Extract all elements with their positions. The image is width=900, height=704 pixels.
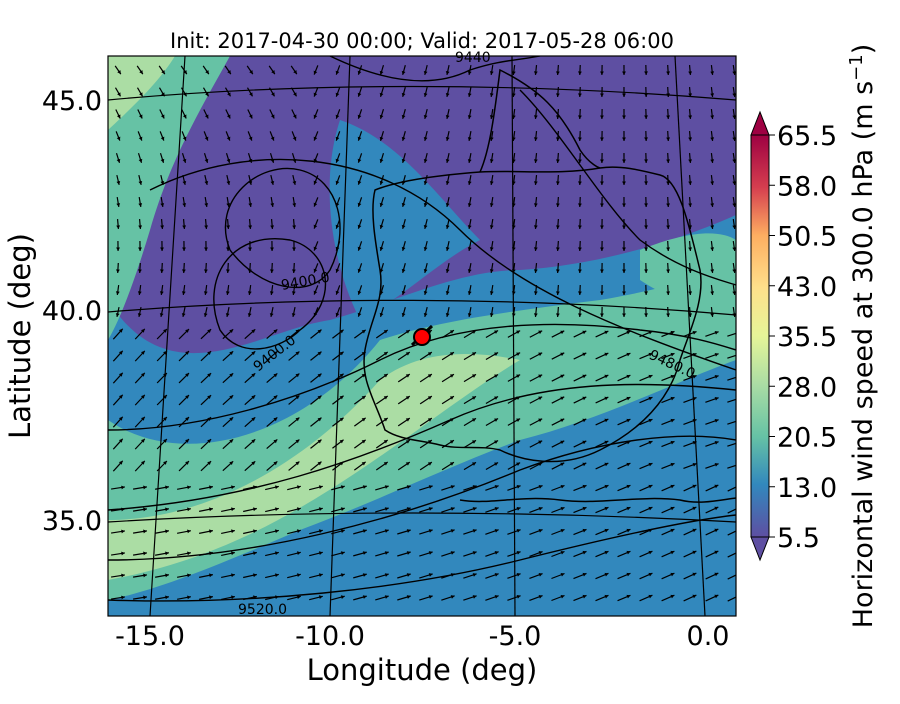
colorbar-tick-label: 43.0 <box>777 272 837 303</box>
x-tick-label: -5.0 <box>489 621 542 652</box>
x-tick-label: 0.0 <box>687 621 730 652</box>
colorbar-tick-label: 28.0 <box>777 372 837 403</box>
x-axis-label: Longitude (deg) <box>307 653 538 687</box>
y-axis: 45.0 40.0 35.0 Latitude (deg) <box>3 86 102 537</box>
colorbar-scale <box>751 135 769 537</box>
location-marker <box>414 329 430 345</box>
y-tick-label: 40.0 <box>42 296 102 327</box>
x-axis: -15.0 -10.0 -5.0 0.0 Longitude (deg) <box>115 621 729 687</box>
map-panel <box>108 56 741 616</box>
chart-title: Init: 2017-04-30 00:00; Valid: 2017-05-2… <box>170 29 674 53</box>
colorbar-tick-label: 50.5 <box>777 222 837 253</box>
x-tick-label: -10.0 <box>295 621 365 652</box>
colorbar-tick-label: 65.5 <box>777 121 837 152</box>
y-axis-label: Latitude (deg) <box>3 233 37 439</box>
colorbar-max-extend <box>751 112 769 135</box>
colorbar-tick-label: 58.0 <box>777 171 837 202</box>
colorbar-tick-label: 35.5 <box>777 322 837 353</box>
contour-label: 9440 <box>455 50 491 66</box>
y-tick-label: 45.0 <box>42 86 102 117</box>
colorbar-tick-label: 20.5 <box>777 423 837 454</box>
colorbar-min-extend <box>751 537 769 560</box>
colorbar-label: Horizontal wind speed at 300.0 hPa (m s−… <box>846 44 879 629</box>
colorbar: 65.5 58.0 50.5 43.0 35.5 28.0 20.5 13.0 5.5 Hori… <box>751 44 879 629</box>
y-tick-label: 35.0 <box>42 506 102 537</box>
contour-label: 9520.0 <box>238 602 287 618</box>
colorbar-tick-label: 13.0 <box>777 473 837 504</box>
colorbar-tick-label: 5.5 <box>777 523 820 554</box>
x-tick-label: -15.0 <box>115 621 185 652</box>
